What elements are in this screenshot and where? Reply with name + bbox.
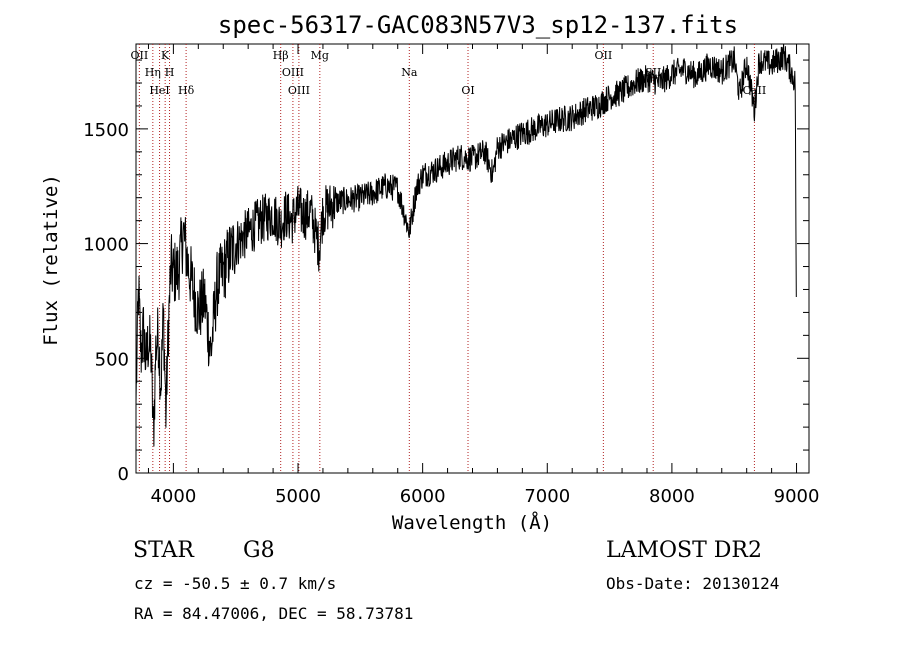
line-label-0: OII — [131, 49, 149, 62]
x-tick-label-3: 7000 — [524, 486, 570, 507]
y-tick-label-1: 500 — [95, 349, 129, 370]
x-tick-label-2: 6000 — [400, 486, 446, 507]
line-label-14: CaII — [743, 84, 767, 97]
line-label-4: H — [165, 66, 175, 79]
x-tick-label-1: 5000 — [275, 486, 321, 507]
x-tick-label-0: 4000 — [150, 486, 196, 507]
chart-title: spec-56317-GAC083N57V3_sp12-137.fits — [218, 11, 738, 39]
redshift-text: cz = -50.5 ± 0.7 km/s — [134, 574, 337, 593]
line-label-2: HeI — [149, 84, 169, 97]
x-tick-label-4: 8000 — [649, 486, 695, 507]
line-label-3: K — [161, 49, 170, 62]
axis-ticks: 4000 5000 6000 7000 8000 9000 0 500 1000 1500 — [83, 44, 819, 507]
y-axis-label: Flux (relative) — [40, 174, 62, 346]
survey-name: LAMOST DR2 — [606, 538, 762, 563]
line-label-1: Hη — [145, 66, 161, 79]
obs-date: Obs-Date: 20130124 — [606, 574, 780, 593]
coordinates: RA = 84.47006, DEC = 58.73781 — [134, 604, 414, 623]
object-class: STAR — [133, 538, 194, 563]
line-label-12: OII — [595, 49, 613, 62]
x-tick-label-5: 9000 — [774, 486, 820, 507]
y-tick-label-2: 1000 — [83, 235, 129, 256]
line-label-6: Hβ — [273, 49, 289, 62]
line-label-8: OIII — [288, 84, 310, 97]
x-axis-label: Wavelength (Å) — [392, 511, 552, 534]
line-label-7: OIII — [282, 66, 304, 79]
y-tick-label-0: 0 — [118, 464, 129, 485]
object-subclass: G8 — [243, 538, 275, 563]
line-label-11: OI — [461, 84, 474, 97]
line-label-9: Mg — [311, 49, 329, 62]
y-tick-label-3: 1500 — [83, 120, 129, 141]
flux-series-line — [135, 43, 797, 447]
line-label-10: Na — [401, 66, 418, 79]
spectral-line-markers — [138, 44, 755, 473]
line-label-5: Hδ — [178, 84, 195, 97]
